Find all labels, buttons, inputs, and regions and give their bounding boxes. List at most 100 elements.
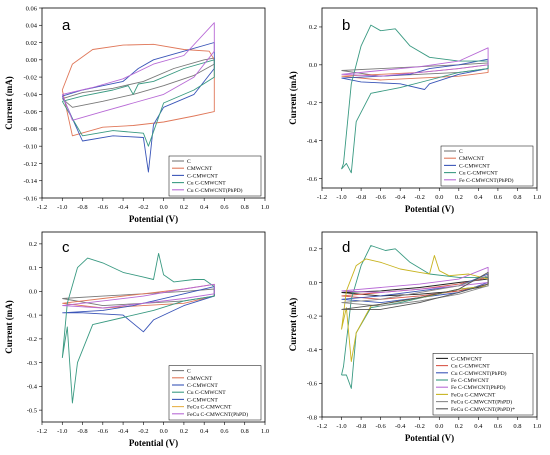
- legend-box: [168, 365, 262, 421]
- series-line-3: [61, 252, 215, 404]
- x-tick-label: 0.4: [474, 423, 483, 430]
- legend-entry: Fe C-CMWCNT(PhPD): [459, 177, 514, 184]
- y-tick-label: -0.10: [23, 143, 37, 150]
- y-axis-label: Current (mA): [288, 298, 298, 352]
- chart-panel-d: -1.2 -1.0 -0.8 -0.6 -0.4 -0.2 0.0 0.2 0.4 0.6 0.8 1…: [288, 231, 541, 443]
- x-tick-label: 0.2: [455, 423, 463, 430]
- x-tick-label: 1.0: [261, 204, 269, 211]
- legend-entry: Cu C-CMWCNT(PhPD): [451, 370, 507, 377]
- x-tick-label: 0.0: [160, 428, 168, 435]
- x-tick-label: 0.4: [200, 428, 209, 435]
- y-tick-label: -0.08: [23, 126, 37, 133]
- x-tick-label: -1.2: [317, 194, 327, 201]
- legend-entry: C: [187, 159, 191, 165]
- legend-entry: FeCu C-CMWCNT: [187, 405, 232, 411]
- legend-entry: Cu C-CMWCNT: [187, 390, 226, 396]
- y-tick-label: 0.2: [29, 241, 37, 248]
- x-tick-label: -1.2: [37, 204, 47, 211]
- x-tick-label: -1.0: [336, 194, 346, 201]
- y-tick-label: 0.00: [26, 57, 37, 64]
- y-tick-label: -0.4: [27, 384, 38, 391]
- legend-entry: FeCu C-CMWCNT: [451, 392, 496, 398]
- y-tick-label: -0.4: [307, 138, 318, 145]
- plot-frame: [41, 7, 266, 199]
- x-tick-label: 0.8: [241, 428, 249, 435]
- y-tick-label: -0.1: [27, 312, 37, 319]
- x-tick-label: -0.2: [138, 204, 148, 211]
- y-tick-label: 0.02: [26, 40, 37, 47]
- legend-entry: FeCu C-CMWCNT(PhPD)*: [451, 406, 515, 413]
- x-tick-label: 0.4: [200, 204, 209, 211]
- series-line-4: [61, 22, 215, 121]
- legend-entry: C-CMWCNT: [187, 173, 218, 179]
- y-tick-label: -0.16: [23, 195, 37, 202]
- x-tick-label: -1.2: [37, 428, 47, 435]
- x-tick-label: -1.0: [57, 428, 67, 435]
- chart-panel-b: -1.2 -1.0 -0.8 -0.6 -0.4 -0.2 0.0 0.2 0.4 0.6 0.8 1…: [288, 7, 541, 214]
- x-tick-label: -1.0: [57, 204, 67, 211]
- y-tick-label: -0.8: [307, 414, 317, 421]
- x-tick-label: -0.8: [356, 194, 366, 201]
- y-axis-label: Current (mA): [4, 300, 14, 354]
- legend-box: [440, 145, 534, 187]
- y-tick-label: -0.2: [307, 100, 317, 107]
- y-tick-label: -0.4: [307, 347, 318, 354]
- legend-entry: Fe C-CMWCNT: [451, 378, 489, 384]
- x-tick-label: 1.0: [533, 194, 541, 201]
- series-line-0: [341, 62, 489, 77]
- x-tick-label: 1.0: [261, 428, 269, 435]
- legend-entry: C-CMWCNT: [459, 163, 490, 169]
- plot-frame: [41, 231, 266, 423]
- x-tick-label: 0.8: [513, 423, 521, 430]
- y-axis-label: Current (mA): [4, 76, 14, 130]
- x-tick-label: 1.0: [533, 423, 541, 430]
- x-tick-label: -0.6: [375, 194, 386, 201]
- chart-panel-c: -1.2 -1.0 -0.8 -0.6 -0.4 -0.2 0.0 0.2 0.4 0.6 0.8 1…: [4, 231, 269, 448]
- y-tick-label: -0.06: [23, 109, 37, 116]
- y-tick-label: 0.0: [29, 289, 37, 296]
- y-tick-label: 0.06: [26, 5, 38, 12]
- x-tick-label: 0.2: [455, 194, 463, 201]
- y-tick-label: 0.0: [309, 62, 317, 69]
- y-tick-label: -0.04: [23, 92, 37, 99]
- legend-entry: C-CMWCNT: [187, 383, 218, 389]
- x-tick-label: 0.0: [160, 204, 168, 211]
- legend-entry: CMWCNT: [187, 376, 213, 382]
- series-line-3: [61, 59, 215, 147]
- legend-entry: C-CMWCNT: [187, 397, 218, 403]
- y-tick-label: -0.5: [27, 407, 37, 414]
- x-axis-label: Potential (V): [129, 214, 178, 224]
- x-tick-label: 0.6: [220, 204, 229, 211]
- series-line-6: [62, 283, 215, 309]
- y-tick-label: -0.6: [307, 176, 318, 183]
- panel-letter: a: [62, 17, 71, 34]
- x-tick-label: 0.4: [474, 194, 483, 201]
- x-tick-label: -1.0: [336, 423, 346, 430]
- legend-entry: C: [187, 369, 191, 375]
- x-tick-label: 0.8: [513, 194, 521, 201]
- chart-panel-a: -1.2 -1.0 -0.8 -0.6 -0.4 -0.2 0.0 0.2 0.4 0.6 0.8 1…: [4, 5, 269, 224]
- legend-entry: Cu C-CMWCNT: [187, 181, 226, 187]
- x-axis-label: Potential (V): [405, 204, 454, 214]
- y-axis-label: Current (mA): [288, 71, 298, 125]
- x-tick-label: -0.2: [138, 428, 148, 435]
- x-tick-label: -0.2: [415, 194, 425, 201]
- x-tick-label: 0.0: [435, 423, 443, 430]
- legend-entry: FeCu C-CMWCNT(PhPD): [187, 411, 248, 418]
- legend-box: [168, 155, 262, 197]
- series-line-5: [341, 255, 489, 362]
- x-tick-label: 0.2: [180, 204, 188, 211]
- y-tick-label: -0.2: [307, 313, 317, 320]
- x-tick-label: 0.6: [494, 194, 503, 201]
- x-tick-label: -0.4: [395, 194, 406, 201]
- y-tick-label: -0.6: [307, 381, 318, 388]
- x-tick-label: -0.8: [77, 204, 87, 211]
- y-tick-label: 0.2: [309, 24, 317, 31]
- panel-letter: b: [342, 17, 350, 34]
- legend-entry: Cu C-CMWCNT: [451, 364, 490, 370]
- x-tick-label: 0.8: [241, 204, 249, 211]
- x-tick-label: -0.6: [375, 423, 386, 430]
- y-tick-label: 0.04: [26, 23, 38, 30]
- legend-entry: CMWCNT: [459, 156, 485, 162]
- legend-entry: Cu C-CMWCNT(PhPD): [187, 187, 243, 194]
